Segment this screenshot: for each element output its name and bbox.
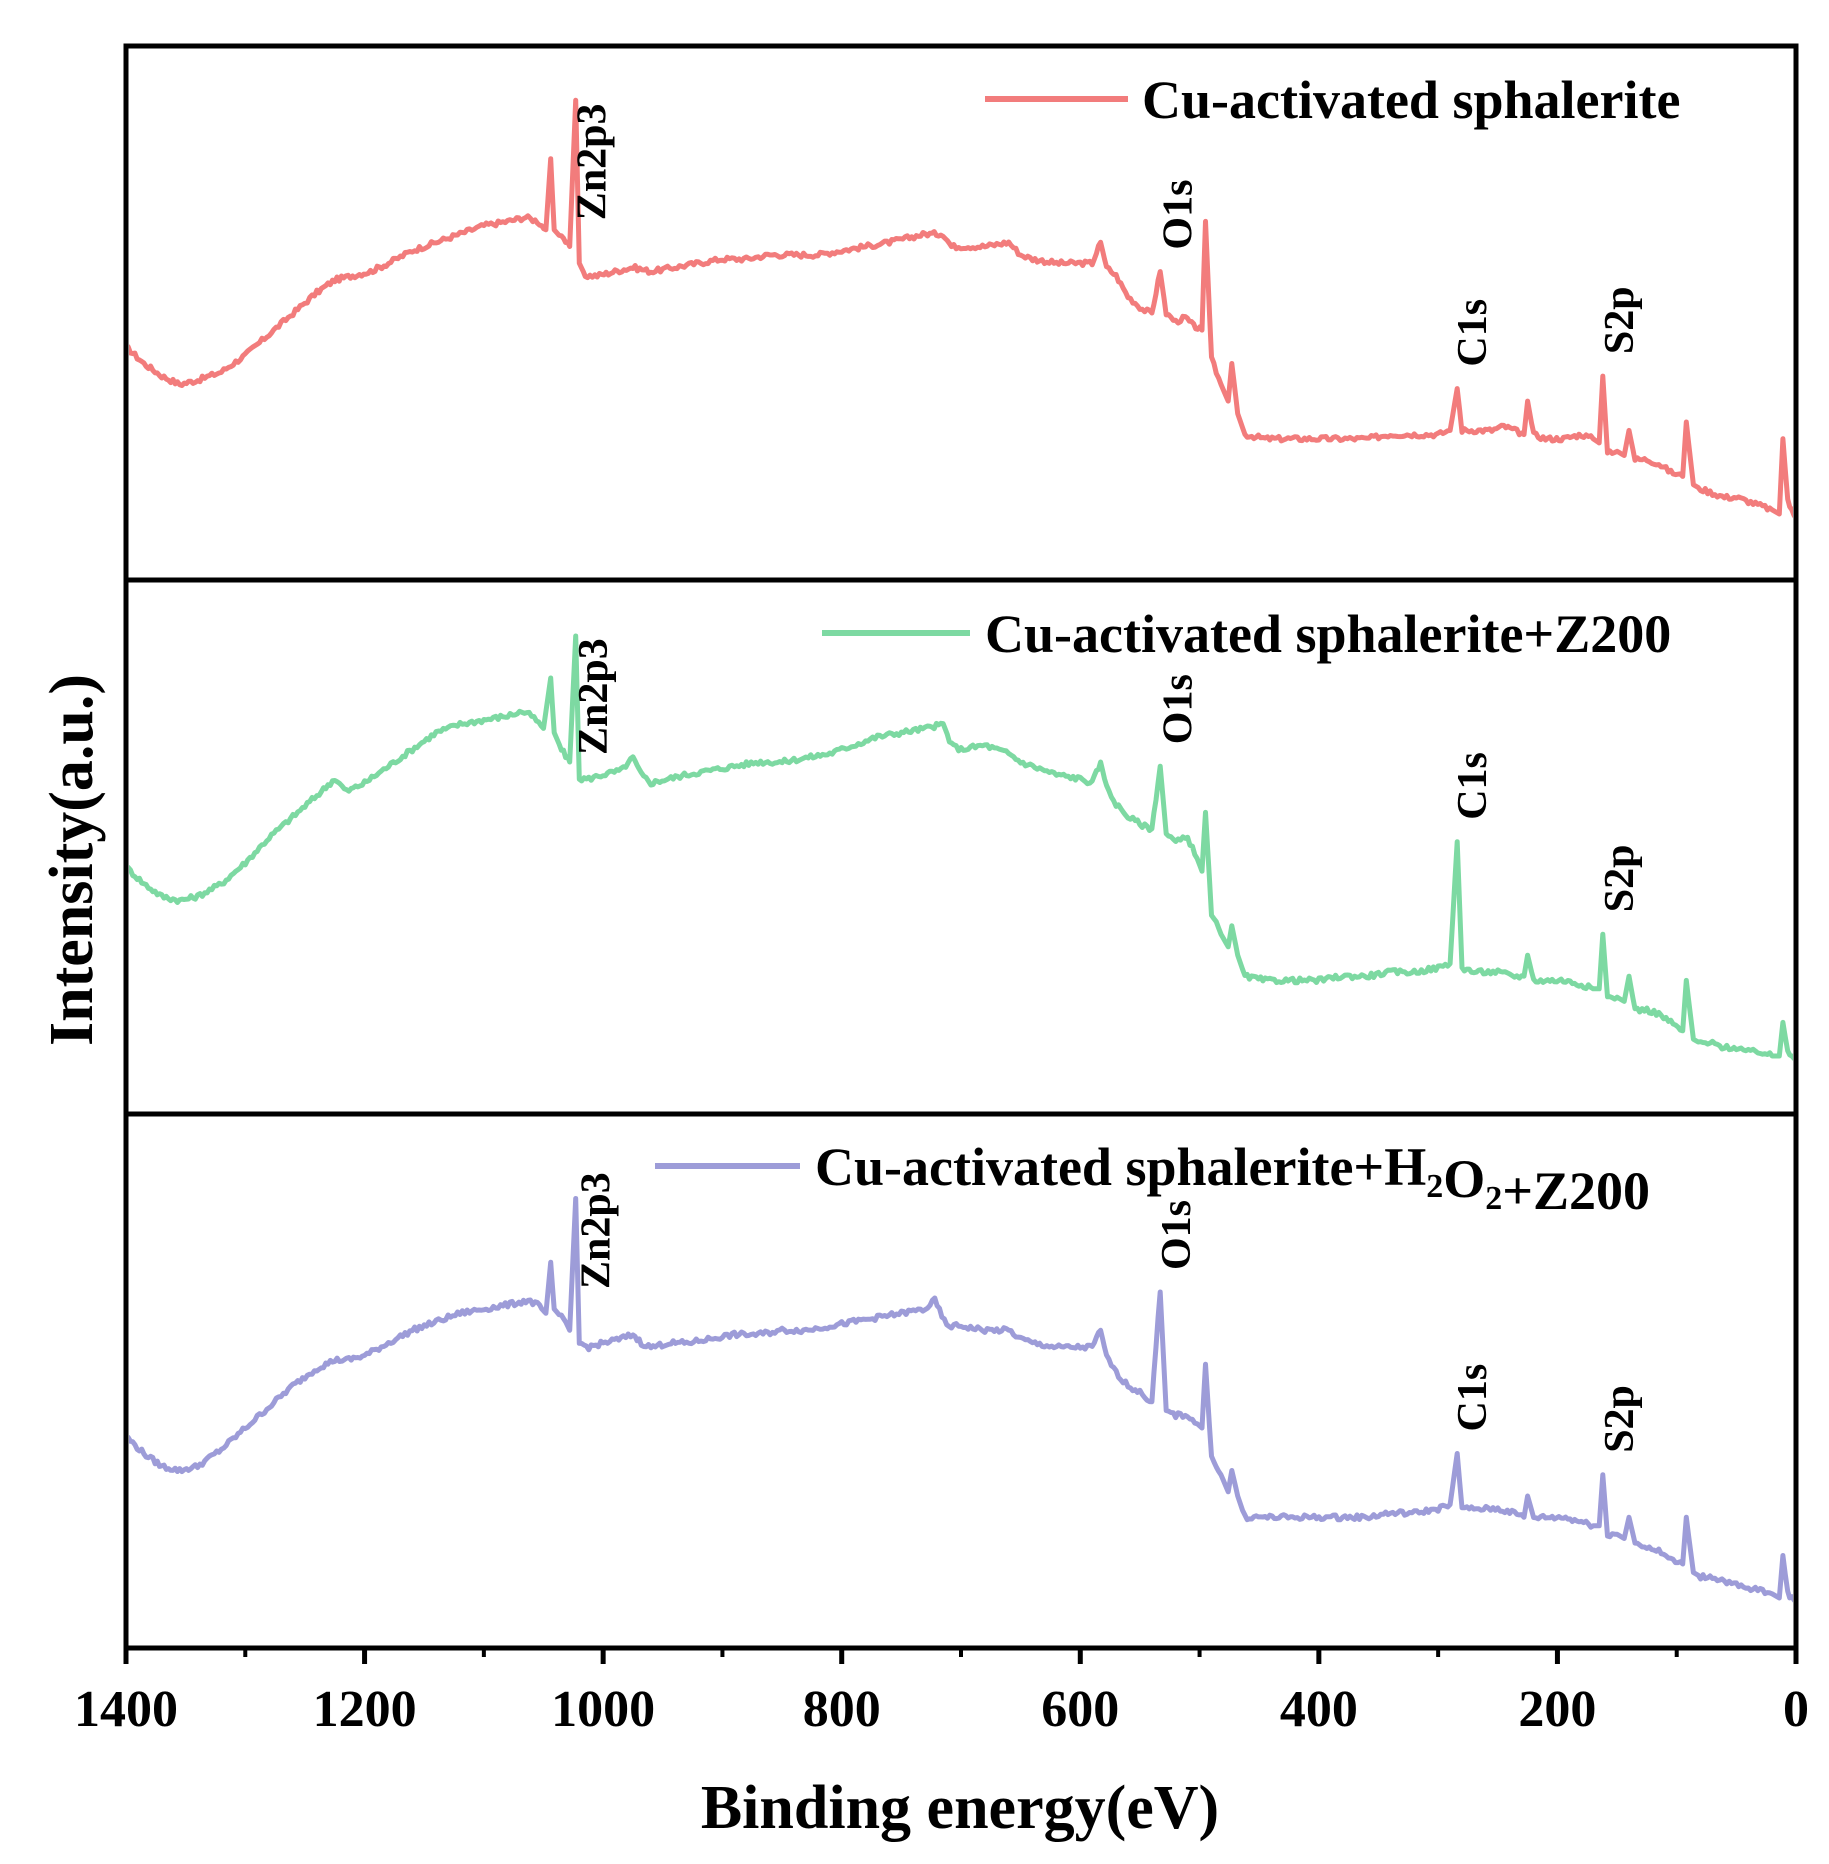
peak-label-s2p: S2p	[1597, 286, 1643, 354]
peak-label-s2p: S2p	[1597, 844, 1643, 912]
peak-label-s2p: S2p	[1597, 1385, 1643, 1453]
x-axis-title: Binding energy(eV)	[701, 1774, 1219, 1842]
spectrum-line-3	[129, 1196, 1793, 1603]
y-axis-title: Intensity(a.u.)	[38, 674, 106, 1046]
peak-label-o1s: O1s	[1154, 1200, 1200, 1270]
x-tick-label: 200	[1518, 1681, 1596, 1738]
legend-label: Cu-activated sphalerite	[1142, 70, 1680, 130]
legend-label: Cu-activated sphalerite+Z200	[985, 604, 1671, 664]
panel-1: Cu-activated sphalerite Zn2p3 O1s C1s S2p	[123, 43, 1799, 583]
spectrum-line-2	[129, 633, 1793, 1061]
peak-label-zn2p3: Zn2p3	[570, 103, 616, 220]
panel-2: Cu-activated sphalerite+Z200 Zn2p3 O1s C1s S…	[123, 577, 1799, 1117]
spectrum-line-1	[129, 97, 1793, 519]
peak-label-zn2p3: Zn2p3	[573, 1172, 619, 1289]
legend-label: Cu-activated sphalerite+H2O2+Z200	[815, 1137, 1650, 1221]
x-tick-label: 400	[1280, 1681, 1358, 1738]
x-tick-label: 1200	[313, 1681, 417, 1738]
peak-label-o1s: O1s	[1155, 180, 1201, 250]
x-axis-layer: 1400 1200 1000 800 600 400 200 0	[74, 1648, 1809, 1738]
x-tick-label: 800	[803, 1681, 881, 1738]
peak-label-c1s: C1s	[1450, 752, 1496, 820]
x-tick-label: 1000	[551, 1681, 655, 1738]
peak-label-o1s: O1s	[1155, 674, 1201, 744]
peak-label-c1s: C1s	[1450, 1364, 1496, 1432]
x-tick-label: 1400	[74, 1681, 178, 1738]
panel-3: Cu-activated sphalerite+H2O2+Z200 Zn2p3 O1…	[123, 1111, 1799, 1651]
x-tick-label: 600	[1041, 1681, 1119, 1738]
peak-label-c1s: C1s	[1450, 299, 1496, 367]
peak-label-zn2p3: Zn2p3	[571, 638, 617, 755]
x-tick-label: 0	[1783, 1681, 1809, 1738]
